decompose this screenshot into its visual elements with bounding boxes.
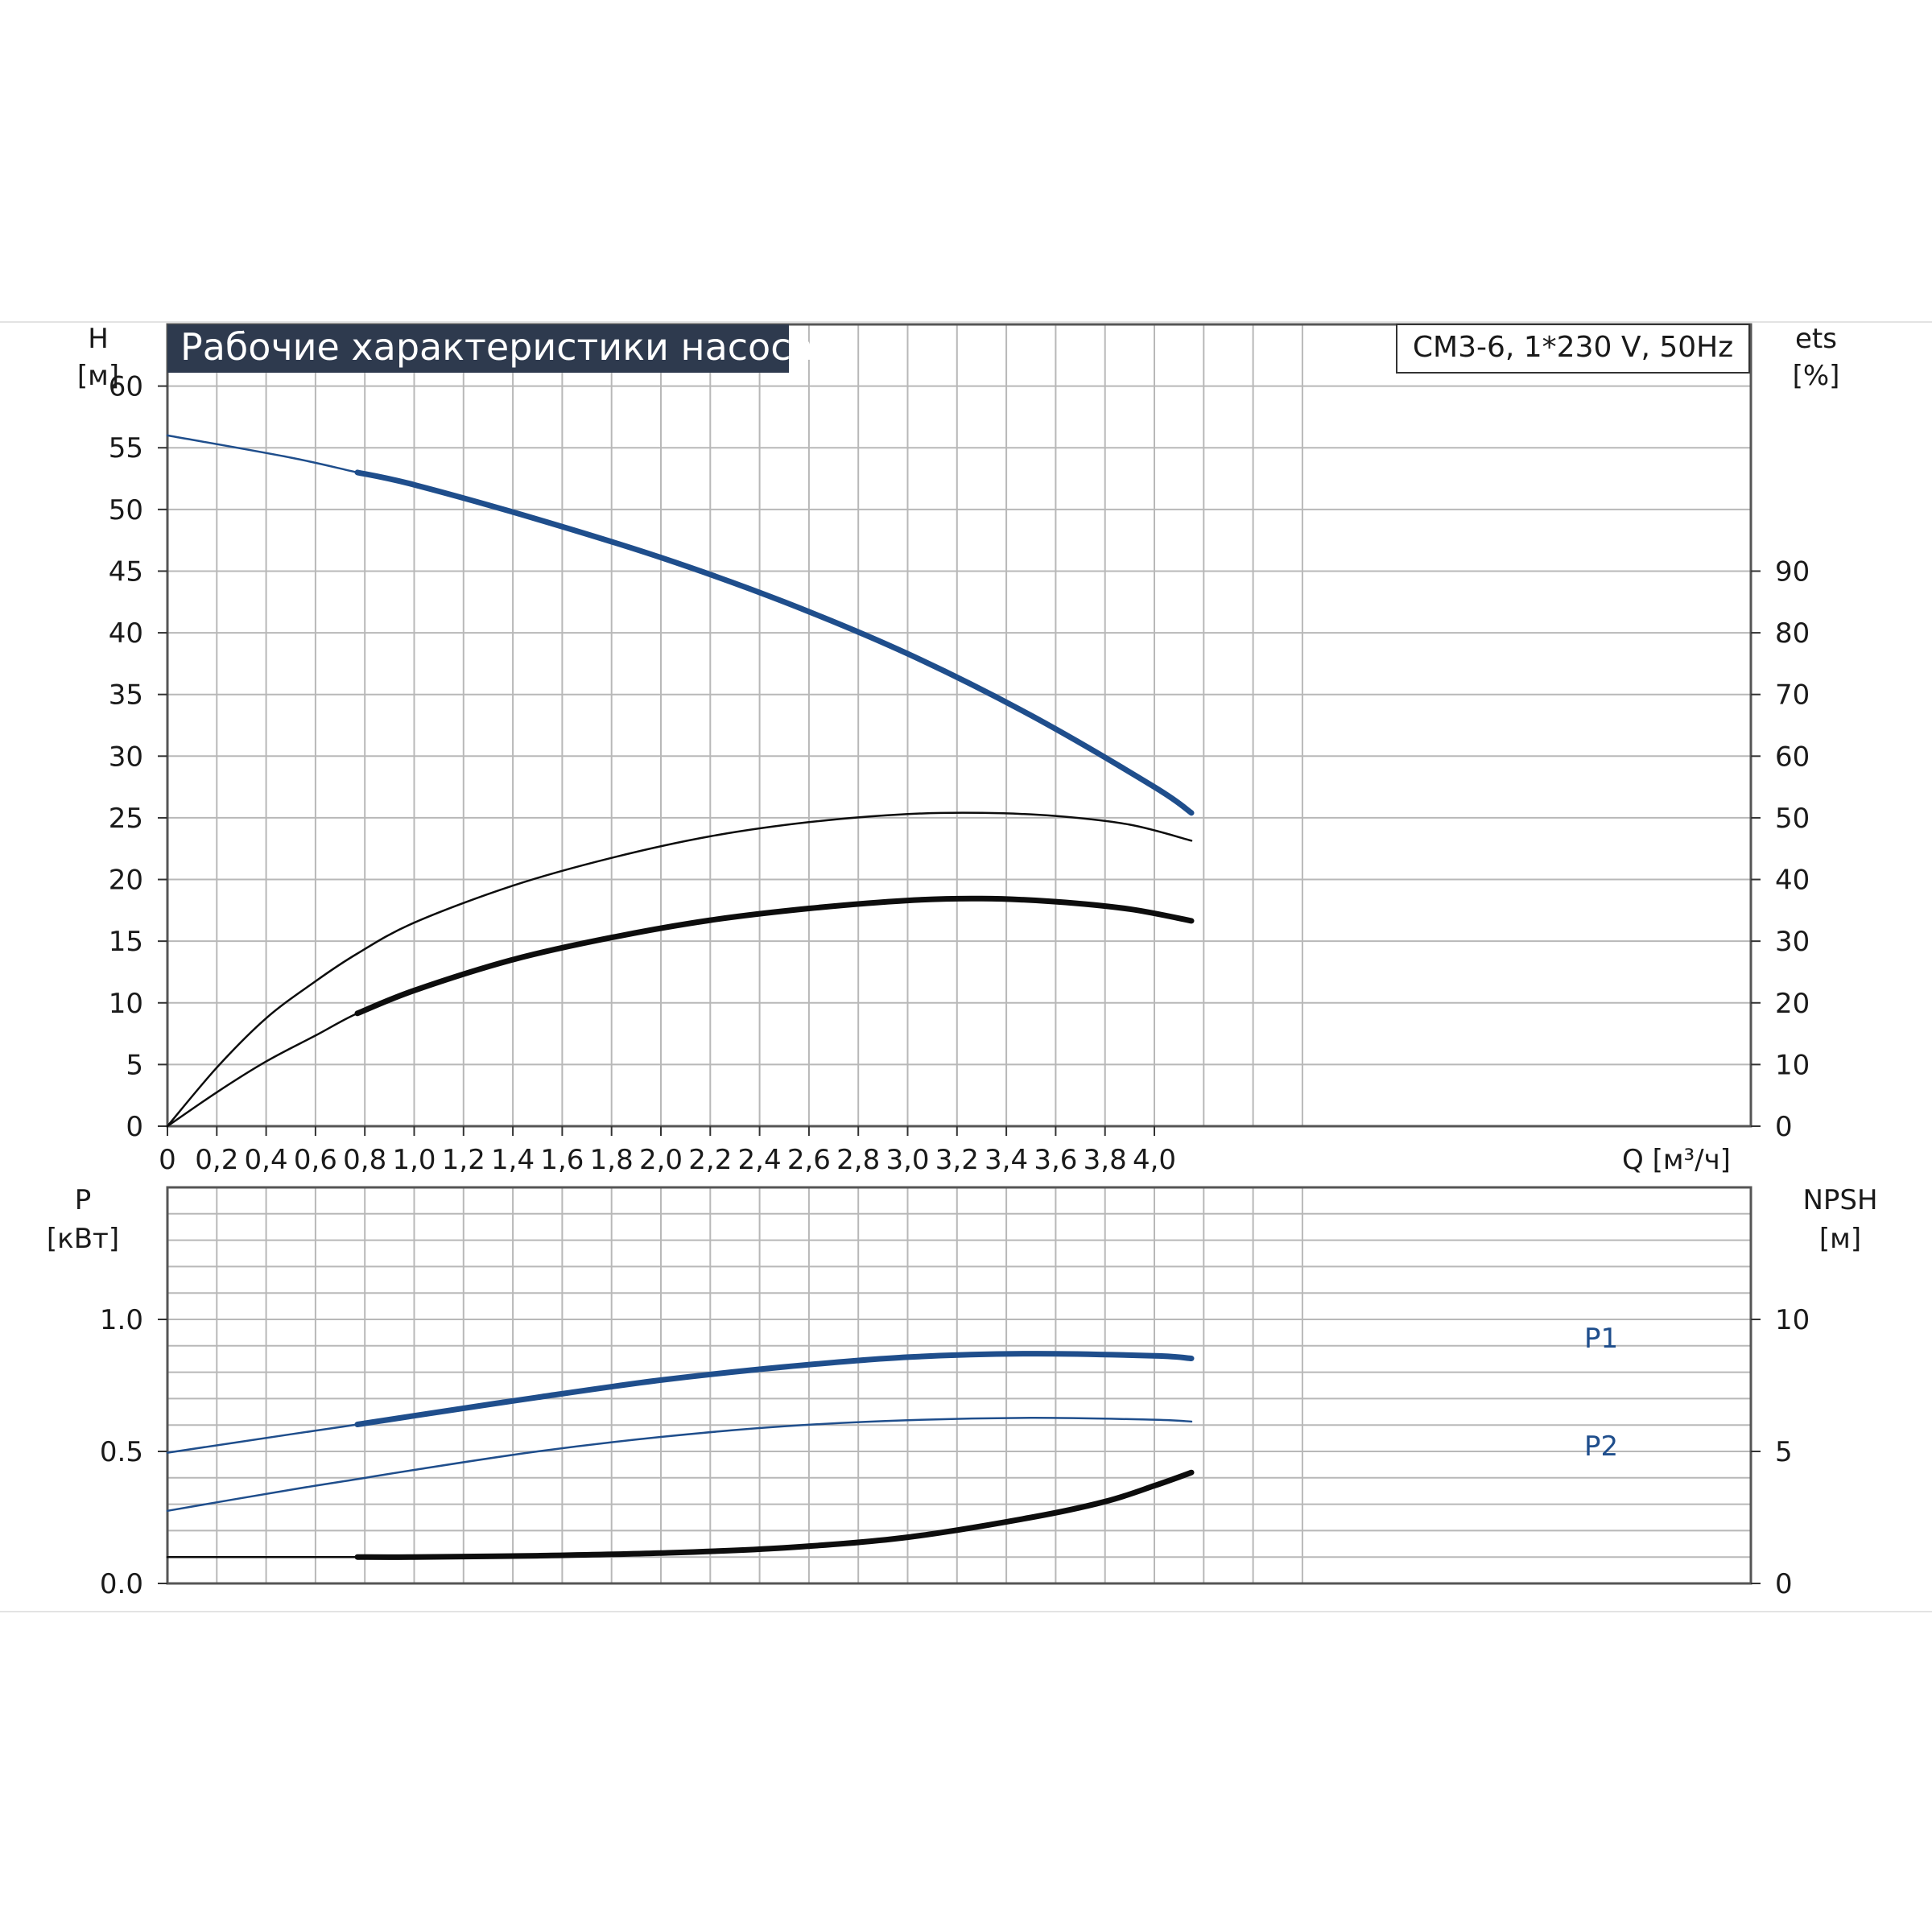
x-tick-label: 2,6: [787, 1144, 831, 1176]
y-right-tick-label: 80: [1775, 617, 1810, 650]
series-line-bold: [354, 895, 1195, 1017]
head-efficiency-panel: 0 5 10 15 20 25 30 35 40 45 50 55 60 0 10 20 30 40 50 60 70 8…: [109, 323, 1810, 1176]
x-tick-label: 2,0: [639, 1144, 683, 1176]
y-right-tick-label: 70: [1775, 679, 1810, 712]
chart-title-box: [167, 324, 789, 373]
y-left-tick-label: 5: [126, 1049, 143, 1081]
x-axis-label: Q [м³/ч]: [1622, 1144, 1731, 1176]
series-label-p2: P2: [1584, 1430, 1618, 1463]
series-line-thin: [166, 897, 1193, 1128]
series-line-thin: [166, 1352, 1193, 1454]
model-label: CM3-6, 1*230 V, 50Hz: [1413, 331, 1733, 364]
series-line-bold: [354, 1469, 1195, 1560]
y-right-tick-label: 0: [1775, 1568, 1793, 1600]
y-left-tick-label: 30: [109, 741, 143, 773]
y-left-tick-label: 0.5: [100, 1436, 143, 1468]
y-left-tick-label: 50: [109, 494, 143, 526]
plot-frame: [166, 1186, 1752, 1585]
x-tick-label: 3,0: [886, 1144, 929, 1176]
y-left-tick-label: 10: [109, 988, 143, 1020]
x-tick-label: 1,0: [392, 1144, 436, 1176]
x-tick-label: 1,4: [491, 1144, 535, 1176]
model-label-box: [1396, 324, 1750, 374]
y-right-tick-label: 20: [1775, 988, 1810, 1020]
series-line-thin: [166, 811, 1193, 1128]
y-left-tick-label: 0: [126, 1111, 143, 1143]
y-left-tick-label: 0.0: [100, 1568, 143, 1600]
y-right-axis-unit-top: [%]: [1793, 360, 1840, 392]
y-left-tick-label: 60: [109, 371, 143, 403]
y-left-tick-label: 55: [109, 432, 143, 464]
y-right-tick-label: 60: [1775, 741, 1810, 773]
y-left-axis-name-top: H: [88, 323, 109, 355]
x-tick-label: 0,4: [245, 1144, 288, 1176]
x-tick-label: 2,4: [738, 1144, 782, 1176]
y-right-axis-unit-bottom: [м]: [1819, 1223, 1861, 1255]
x-tick-label: 1,8: [590, 1144, 634, 1176]
y-right-tick-label: 10: [1775, 1304, 1810, 1336]
series-line-bold: [354, 469, 1195, 816]
x-tick-label: 3,6: [1034, 1144, 1077, 1176]
y-left-tick-label: 15: [109, 926, 143, 958]
x-tick-label: 0: [159, 1144, 176, 1176]
y-left-tick-label: 25: [109, 803, 143, 835]
y-left-tick-label: 1.0: [100, 1304, 143, 1336]
y-right-tick-label: 10: [1775, 1049, 1810, 1081]
power-npsh-panel: 0.0 0.5 1.0 0 5 10: [100, 1186, 1810, 1600]
y-left-axis-unit-top: [м]: [77, 360, 119, 392]
series-label-p1: P1: [1584, 1323, 1618, 1355]
x-tick-label: 3,8: [1084, 1144, 1127, 1176]
x-tick-label: 1,2: [442, 1144, 485, 1176]
x-tick-label: 0,6: [294, 1144, 337, 1176]
y-left-axis-name-bottom: P: [75, 1184, 92, 1216]
x-tick-label: 1,6: [540, 1144, 584, 1176]
chart-title: Рабочие характеристики насоса: [180, 325, 814, 369]
y-right-tick-label: 50: [1775, 803, 1810, 835]
x-tick-label: 3,2: [935, 1144, 979, 1176]
y-right-axis-name-top: ets: [1795, 323, 1837, 355]
series-line-thin: [166, 1417, 1193, 1513]
x-tick-label: 2,2: [688, 1144, 732, 1176]
y-right-tick-label: 40: [1775, 865, 1810, 897]
y-left-tick-label: 45: [109, 555, 143, 588]
y-right-axis-name-bottom: NPSH: [1802, 1184, 1877, 1216]
y-left-tick-label: 35: [109, 679, 143, 712]
series-line-bold: [354, 1351, 1195, 1427]
y-right-tick-label: 30: [1775, 926, 1810, 958]
y-left-axis-unit-bottom: [кВт]: [47, 1223, 119, 1255]
x-tick-label: 0,8: [343, 1144, 386, 1176]
y-right-tick-label: 5: [1775, 1436, 1793, 1468]
x-tick-label: 0,2: [195, 1144, 238, 1176]
x-tick-label: 4,0: [1133, 1144, 1176, 1176]
plot-frame: [166, 323, 1752, 1128]
y-right-tick-label: 0: [1775, 1111, 1793, 1143]
x-tick-label: 2,8: [836, 1144, 880, 1176]
y-right-tick-label: 90: [1775, 555, 1810, 588]
x-tick-label: 3,4: [985, 1144, 1028, 1176]
y-left-tick-label: 40: [109, 617, 143, 650]
y-left-tick-label: 20: [109, 865, 143, 897]
